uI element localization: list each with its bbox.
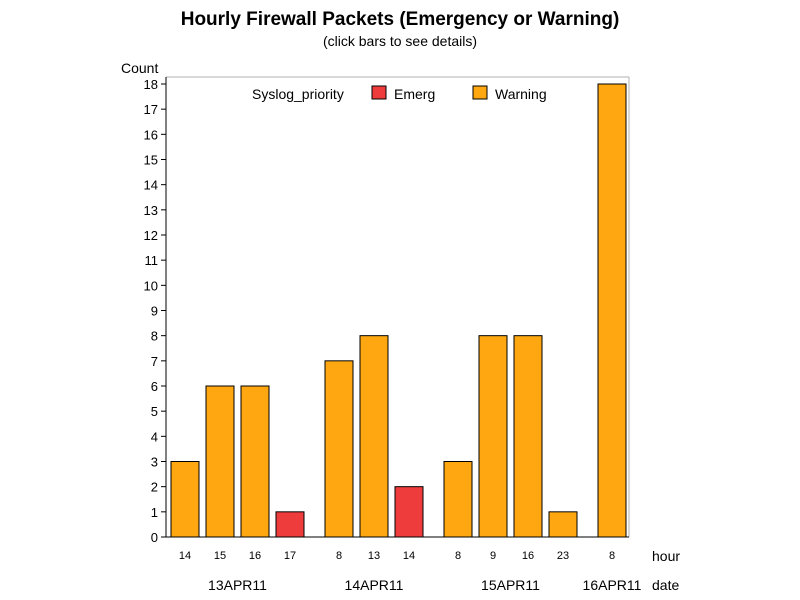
x-group-label-date: 14APR11: [345, 577, 404, 593]
y-tick-label: 14: [144, 178, 158, 193]
legend-title: Syslog_priority: [252, 86, 344, 102]
bar[interactable]: [443, 461, 473, 538]
y-tick-label: 16: [144, 127, 158, 142]
y-tick-label: 17: [144, 102, 158, 117]
x-axis-title-hour: hour: [652, 548, 680, 564]
x-tick-label-hour: 17: [284, 550, 296, 562]
bar[interactable]: [170, 461, 200, 538]
legend-swatch: [371, 85, 387, 100]
x-tick-label-hour: 8: [455, 550, 461, 562]
x-group-label-date: 13APR11: [208, 577, 267, 593]
legend: Syslog_priority Emerg Warning: [252, 85, 547, 102]
y-tick-label: 9: [151, 304, 158, 319]
y-tick-label: 4: [151, 429, 158, 444]
y-tick-label: 3: [151, 455, 158, 470]
bar[interactable]: [513, 335, 543, 538]
x-tick-label-hour: 14: [403, 550, 415, 562]
x-group-label-date: 15APR11: [481, 577, 540, 593]
legend-label: Emerg: [394, 86, 435, 102]
y-tick-label: 5: [151, 404, 158, 419]
x-axis: 14 15 16 17 13APR11 8 13 14 14APR11 8 9 16 23 15APR11…: [179, 550, 642, 593]
bar[interactable]: [324, 360, 354, 538]
y-tick-label: 15: [144, 153, 158, 168]
y-tick-label: 7: [151, 354, 158, 369]
legend-label: Warning: [495, 86, 547, 102]
bars: [170, 83, 627, 538]
legend-swatch: [472, 85, 488, 100]
bar[interactable]: [394, 486, 424, 538]
x-tick-label-hour: 23: [557, 550, 569, 562]
bar[interactable]: [548, 511, 578, 538]
y-tick-label: 8: [151, 329, 158, 344]
y-tick-label: 10: [144, 278, 158, 293]
y-tick-label: 6: [151, 379, 158, 394]
y-tick-label: 2: [151, 480, 158, 495]
y-tick-label: 13: [144, 203, 158, 218]
x-tick-label-hour: 9: [490, 550, 496, 562]
y-axis-title: Count: [121, 60, 158, 76]
bar[interactable]: [597, 83, 627, 538]
x-tick-label-hour: 15: [214, 550, 226, 562]
x-tick-label-hour: 8: [336, 550, 342, 562]
x-tick-label-hour: 16: [522, 550, 534, 562]
chart-title: Hourly Firewall Packets (Emergency or Wa…: [180, 9, 620, 30]
x-tick-label-hour: 14: [179, 550, 191, 562]
x-tick-label-hour: 16: [249, 550, 261, 562]
x-axis-title-date: date: [652, 577, 679, 593]
x-group-label-date: 16APR11: [583, 577, 642, 593]
y-tick-label: 11: [145, 253, 159, 268]
bar[interactable]: [240, 385, 270, 538]
bar[interactable]: [478, 335, 508, 538]
x-tick-label-hour: 13: [368, 550, 380, 562]
y-tick-label: 1: [151, 505, 158, 520]
bar[interactable]: [205, 385, 235, 538]
y-tick-label: 0: [151, 530, 158, 545]
x-tick-label-hour: 8: [609, 550, 615, 562]
chart-subtitle: (click bars to see details): [322, 33, 478, 49]
y-tick-label: 18: [144, 77, 158, 92]
bar[interactable]: [275, 511, 305, 538]
bar[interactable]: [359, 335, 389, 538]
y-tick-label: 12: [144, 228, 158, 243]
